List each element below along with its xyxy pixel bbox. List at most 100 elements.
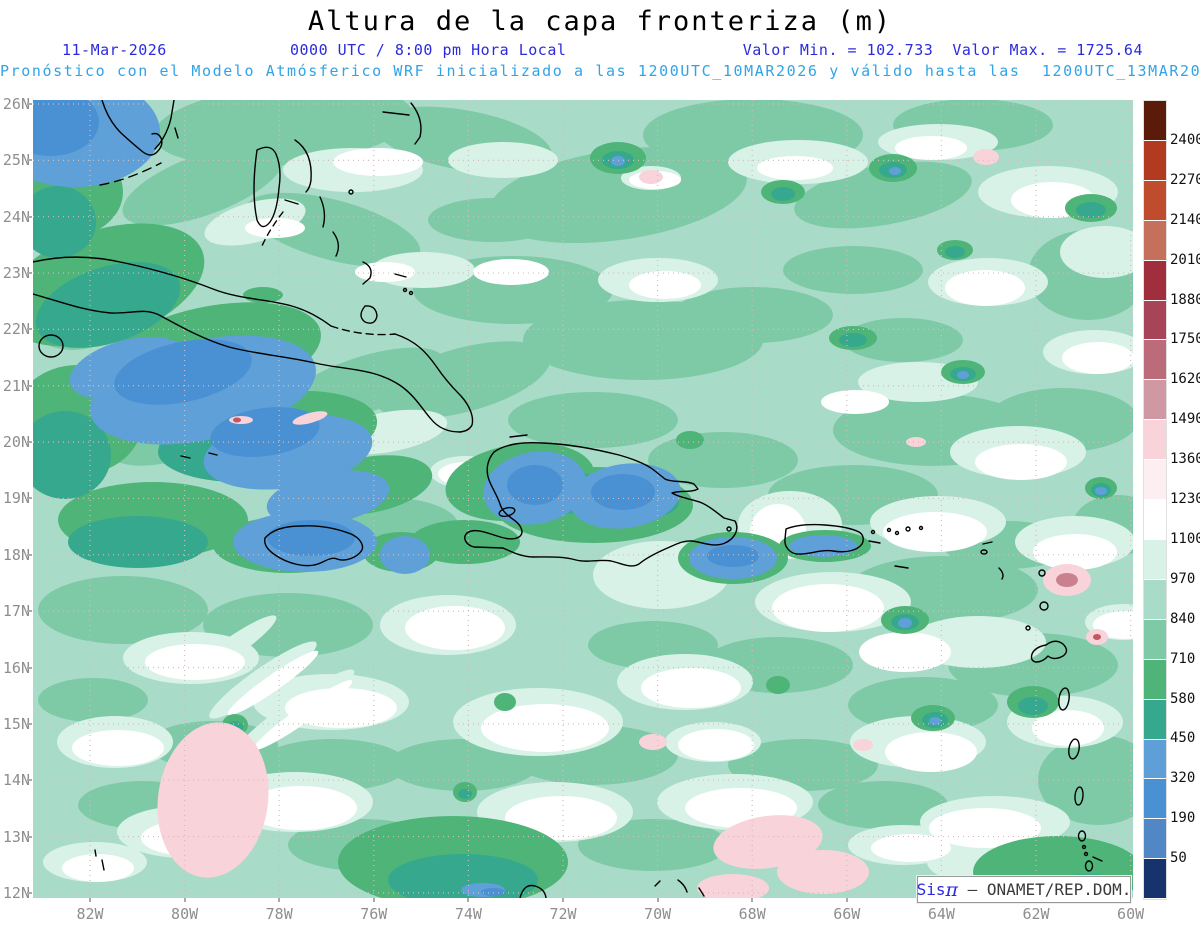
colorbar-boundary-label: 2010: [1170, 251, 1200, 268]
watermark-pi-icon: π: [945, 878, 959, 901]
coast-grenadines-2: [1083, 851, 1089, 857]
coast-san-salvador: [348, 189, 354, 195]
coast-montserrat: [1025, 625, 1031, 631]
contour-rose-cores: [233, 417, 1101, 640]
coast-gonave: [498, 506, 516, 518]
coast-bimini: [174, 127, 179, 139]
lat-tick: [27, 610, 32, 613]
lat-tick: [27, 722, 32, 725]
colorbar-boundary-label: 580: [1170, 690, 1196, 707]
colorbar-cell: [1144, 500, 1166, 540]
lat-tick: [27, 666, 32, 669]
forecast-description: Pronóstico con el Modelo Atmósferico WRF…: [0, 62, 1200, 80]
colorbar-cell: [1144, 859, 1166, 900]
coast-st-croix: [894, 565, 909, 569]
coast-cuba-cays: [330, 325, 396, 336]
lat-label: 21N: [2, 376, 30, 395]
colorbar-cell: [1144, 460, 1166, 501]
lat-label: 18N: [2, 545, 30, 564]
lon-tick: [656, 898, 659, 902]
colorbar-cell: [1144, 699, 1166, 740]
lon-label: 72W: [549, 905, 577, 923]
colorbar-cell: [1144, 340, 1166, 381]
coast-tobago: [1092, 856, 1103, 862]
colorbar-boundary-label: 840: [1170, 610, 1196, 627]
lat-label: 20N: [2, 433, 30, 452]
lon-tick: [467, 898, 470, 902]
lon-label: 76W: [360, 905, 388, 923]
coast-paraguana: [519, 884, 547, 899]
coast-st-vincent: [1077, 830, 1087, 842]
lat-label: 16N: [2, 658, 30, 677]
coast-cuba-northeast: [394, 333, 474, 433]
coast-cayman: [180, 452, 218, 459]
coast-vieques: [868, 540, 881, 544]
contour-white: [62, 136, 1157, 886]
colorbar-boundary-label: 1230: [1170, 491, 1200, 507]
coast-abaco: [410, 102, 422, 145]
coast-dominica: [1058, 687, 1070, 711]
colorbar-cell: [1144, 140, 1166, 181]
colorbar-boundary-label: 320: [1170, 770, 1196, 787]
lon-label: 82W: [76, 905, 104, 923]
colorbar-boundary-label: 1100: [1170, 530, 1200, 547]
lon-tick: [845, 898, 848, 902]
lat-label: 17N: [2, 602, 30, 621]
page-title: Altura de la capa fronteriza (m): [307, 6, 893, 37]
lon-tick: [183, 898, 186, 902]
coast-cat-island: [319, 196, 326, 228]
colorbar-boundary-label: 1490: [1170, 411, 1200, 428]
lat-label: 23N: [2, 264, 30, 283]
watermark-sis: Sis: [916, 880, 946, 899]
coast-eleuthera: [294, 139, 312, 193]
colorbar-boundary-label: 1750: [1170, 331, 1200, 348]
watermark-box: Sis π – ONAMET/REP.DOM.: [917, 876, 1131, 903]
coast-providencia: [94, 849, 105, 871]
colorbar-boundary-label: 1360: [1170, 451, 1200, 468]
lat-label: 14N: [2, 771, 30, 790]
colorbar-boundary-label: 450: [1170, 730, 1196, 747]
coast-culebra: [870, 529, 876, 535]
coast-grenada: [1084, 860, 1094, 872]
coast-cuba-south: [32, 293, 461, 433]
colorbar-cell: [1144, 619, 1166, 660]
coast-st-martin: [980, 549, 988, 555]
lon-label: 70W: [644, 905, 672, 923]
coast-mayaguana: [394, 273, 407, 278]
coast-crooked-acklins: [362, 261, 372, 285]
grid-lines: [33, 100, 1133, 898]
coast-isla-juventud: [38, 334, 64, 358]
coast-anegada: [918, 525, 924, 531]
colorbar-cell: [1144, 659, 1166, 700]
lon-label: 62W: [1022, 905, 1050, 923]
minmax-gap: [933, 41, 952, 59]
map-area: [0, 77, 1163, 908]
colorbar-cell: [1144, 779, 1166, 820]
lon-label: 68W: [738, 905, 766, 923]
lat-tick: [27, 272, 32, 275]
coast-st-lucia: [1074, 786, 1084, 806]
coast-bonaire: [698, 887, 705, 897]
colorbar-cell: [1144, 420, 1166, 461]
valid-time: 0000 UTC / 8:00 pm Hora Local: [290, 41, 567, 59]
coast-st-kitts-nevis: [998, 567, 1004, 580]
coast-grenadines-1: [1081, 844, 1087, 850]
coast-exuma-cays: [260, 211, 284, 249]
coast-andros: [253, 146, 281, 228]
colorbar: [1143, 100, 1167, 900]
colorbar-cell: [1144, 101, 1166, 141]
lat-tick: [27, 497, 32, 500]
coast-jamaica: [264, 525, 364, 567]
coast-florida-keys: [99, 162, 162, 186]
coast-tortuga: [509, 434, 528, 438]
lat-tick: [27, 384, 32, 387]
lat-tick: [27, 779, 32, 782]
lat-label: 22N: [2, 320, 30, 339]
coast-florida: [101, 99, 175, 156]
coast-puerto-rico: [784, 523, 864, 555]
colorbar-cell: [1144, 539, 1166, 580]
coast-guadeloupe: [1030, 640, 1068, 663]
lat-tick: [27, 103, 32, 105]
colorbar-cell: [1144, 819, 1166, 860]
coast-great-inagua: [360, 305, 378, 324]
